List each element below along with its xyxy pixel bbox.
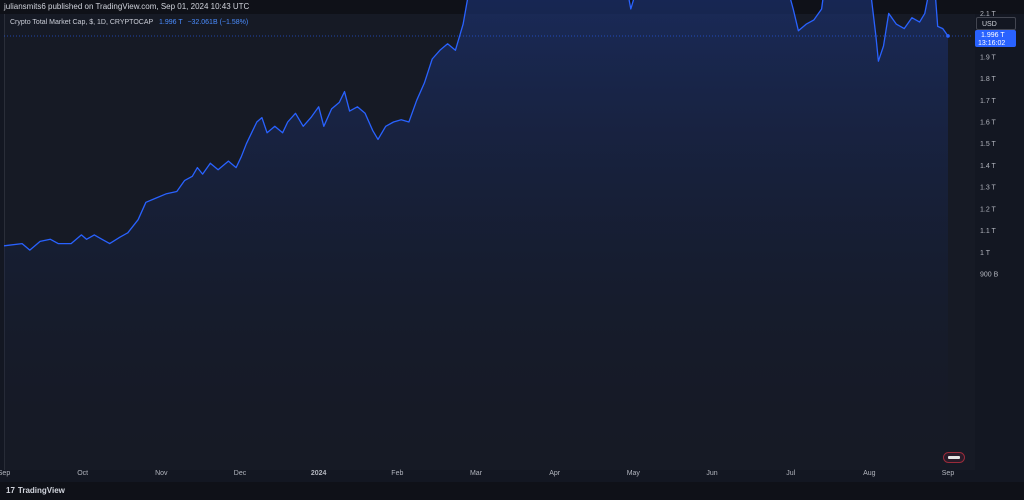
y-tick-label: 1.2 T <box>980 206 997 213</box>
x-tick-label: May <box>627 470 641 477</box>
y-tick-label: 1.9 T <box>980 54 997 61</box>
chart-legend[interactable]: Crypto Total Market Cap, $, 1D, CRYPTOCA… <box>10 19 248 26</box>
x-tick-label: Apr <box>549 470 561 477</box>
x-tick-label: Sep <box>0 470 10 477</box>
currency-button[interactable]: USD <box>976 17 1016 30</box>
price-change-label: −32.061B (−1.58%) <box>187 19 249 26</box>
y-tick-label: 1.4 T <box>980 163 997 170</box>
x-tick-label: Dec <box>234 470 247 477</box>
price-tag <box>975 29 1016 47</box>
last-price-label: 1.996 T <box>159 19 183 26</box>
publish-info: juliansmits6 published on TradingView.co… <box>4 2 250 11</box>
y-tick-label: 900 B <box>980 272 999 279</box>
x-tick-label: Mar <box>470 470 483 477</box>
y-tick-label: 1.3 T <box>980 185 997 192</box>
x-tick-label: Sep <box>942 470 955 477</box>
x-tick-label: Jul <box>786 470 795 477</box>
tradingview-logo-icon: 17 <box>6 486 15 495</box>
y-tick-label: 1 T <box>980 250 991 257</box>
bottom-bar <box>0 482 1024 500</box>
price-tag-countdown: 13:16:02 <box>978 40 1005 47</box>
x-tick-label: 2024 <box>311 470 327 477</box>
price-tag-value: 1.996 T <box>981 32 1005 39</box>
x-tick-label: Feb <box>391 470 403 477</box>
series-line[interactable] <box>3 0 949 251</box>
y-tick-label: 2.1 T <box>980 11 997 18</box>
x-tick-label: Aug <box>863 470 876 477</box>
y-tick-label: 1.1 T <box>980 228 997 235</box>
series-area <box>4 0 948 470</box>
x-tick-label: Oct <box>77 470 88 477</box>
x-tick-label: Nov <box>155 470 168 477</box>
flag-icon[interactable] <box>943 452 965 463</box>
last-point-dot <box>946 34 950 38</box>
logo-text: TradingView <box>17 486 65 495</box>
x-tick-label: Jun <box>706 470 717 477</box>
tradingview-logo[interactable]: 17 TradingView <box>6 486 65 495</box>
y-tick-label: 1.7 T <box>980 98 997 105</box>
y-tick-label: 1.5 T <box>980 141 997 148</box>
y-tick-label: 1.8 T <box>980 76 997 83</box>
symbol-label: Crypto Total Market Cap, $, 1D, CRYPTOCA… <box>10 19 154 26</box>
y-tick-label: 1.6 T <box>980 119 997 126</box>
